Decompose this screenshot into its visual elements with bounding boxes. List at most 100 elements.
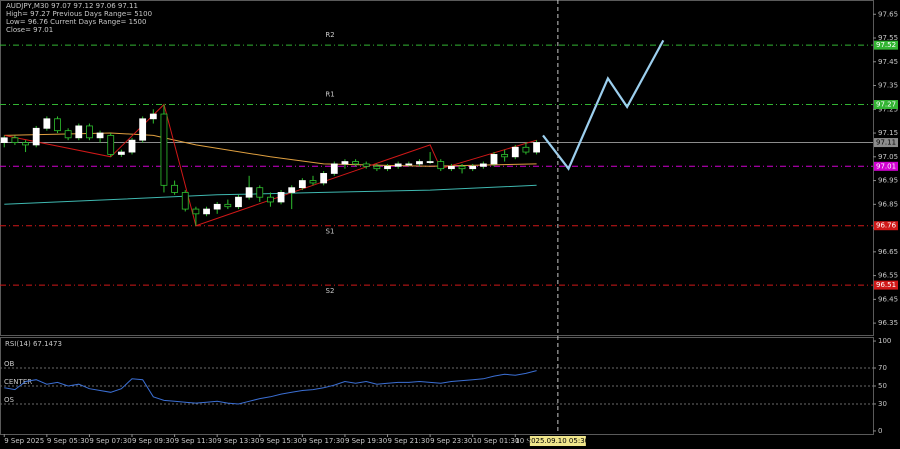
level-label: R1	[325, 91, 334, 99]
x-tick-label: 9 Sep 05:30	[47, 437, 89, 445]
candle-body	[352, 161, 359, 165]
x-tick-label: 9 Sep 19:30	[345, 437, 387, 445]
level-tag-label: 96.76	[876, 222, 897, 230]
candle-body	[54, 118, 61, 132]
candle-body	[277, 192, 285, 203]
candle-body	[235, 196, 242, 208]
candle-body	[309, 180, 317, 184]
candle-body	[405, 163, 413, 166]
level-tag-label: 97.01	[876, 162, 896, 170]
candle-body	[384, 165, 391, 170]
candle-body	[320, 173, 328, 184]
forecast-line	[542, 39, 665, 171]
candle-body	[448, 165, 455, 170]
candle-body	[96, 132, 104, 139]
candle-body	[298, 180, 306, 189]
x-tick-label: 9 Sep 09:30	[132, 437, 174, 445]
level-tag	[874, 221, 898, 231]
level-tag	[874, 138, 898, 148]
candle-body	[490, 154, 498, 165]
y-tick-label: 97.35	[878, 82, 898, 90]
candle-body	[107, 135, 115, 155]
header-line: High= 97.27 Previous Days Range= 5100	[6, 10, 152, 18]
y-tick-label: 97.55	[878, 34, 898, 42]
level-tag-label: 96.51	[876, 281, 896, 289]
y-tick-label: 30	[878, 400, 887, 408]
level-tag-label: 97.52	[876, 41, 896, 49]
candle-body	[181, 192, 189, 210]
candle-body	[22, 142, 29, 146]
candle-body	[117, 151, 125, 155]
rsi-line	[4, 370, 537, 405]
y-tick-label: 97.45	[878, 58, 898, 66]
y-tick-label: 96.95	[878, 177, 898, 185]
x-tick-label: 9 Sep 23:30	[430, 437, 472, 445]
candle-body	[267, 196, 274, 203]
candle-body	[245, 187, 253, 198]
x-tick-label: 10 Se	[515, 437, 535, 445]
candle-body	[330, 163, 338, 174]
x-tick-label: 9 Sep 13:30	[217, 437, 259, 445]
y-tick-label: 0	[878, 427, 882, 435]
candle-body	[43, 118, 51, 129]
y-tick-label: 70	[878, 364, 887, 372]
y-tick-label: 96.35	[878, 319, 898, 327]
candle-body	[341, 161, 349, 165]
candle-body	[32, 127, 40, 146]
level-label: S2	[326, 287, 335, 295]
indicator-line	[4, 103, 537, 227]
y-tick-label: 96.65	[878, 248, 898, 256]
crosshair-label: 2025.09.10 05:30	[527, 437, 589, 445]
candle-body	[469, 165, 477, 170]
candle-body	[203, 208, 210, 215]
candle-body	[75, 125, 83, 139]
x-tick-label: 9 Sep 11:30	[175, 437, 217, 445]
candle-body	[522, 146, 530, 153]
rsi-title: RSI(14) 67.1473	[5, 340, 62, 348]
candle-body	[11, 137, 19, 143]
crosshair-tag	[529, 436, 586, 446]
level-label: R2	[325, 31, 334, 39]
x-tick-label: 10 Sep 01:30	[473, 437, 520, 445]
y-tick-label: 96.85	[878, 200, 898, 208]
indicator-line	[4, 132, 537, 167]
x-tick-label: 9 Sep 2025	[4, 437, 44, 445]
level-label: CENTER	[4, 378, 32, 386]
candle-body	[139, 118, 147, 141]
level-label: OS	[4, 396, 15, 404]
y-tick-label: 96.55	[878, 272, 898, 280]
candle-body	[171, 184, 179, 193]
candle-body	[533, 142, 540, 153]
candle-body	[479, 163, 487, 167]
candle-body	[437, 161, 445, 170]
candle-body	[86, 125, 93, 139]
candle-body	[288, 187, 296, 193]
candle-body	[511, 146, 519, 158]
header-line: AUDJPY,M30 97.07 97.12 97.06 97.11	[6, 2, 138, 10]
y-tick-label: 50	[878, 382, 887, 390]
candle-body	[64, 130, 72, 139]
x-tick-label: 9 Sep 17:30	[302, 437, 344, 445]
level-tag-label: 97.11	[876, 139, 896, 147]
y-tick-label: 96.45	[878, 295, 898, 303]
level-tag	[874, 100, 898, 110]
candle-body	[0, 137, 8, 143]
y-tick-label: 97.25	[878, 105, 898, 113]
candle-body	[160, 113, 168, 186]
candle-body	[416, 161, 423, 165]
x-tick-label: 9 Sep 07:30	[89, 437, 131, 445]
candle-body	[213, 203, 221, 210]
x-tick-label: 9 Sep 15:30	[260, 437, 302, 445]
candle-body	[458, 165, 466, 170]
y-tick-label: 97.05	[878, 153, 898, 161]
price-panel	[0, 0, 874, 336]
candle-body	[373, 165, 381, 170]
level-tag	[874, 40, 898, 50]
level-tag	[874, 161, 898, 171]
candle-body	[256, 187, 264, 198]
y-tick-label: 97.65	[878, 10, 898, 18]
candle-body	[362, 163, 370, 167]
header-line: Close= 97.01	[6, 26, 53, 34]
candle-body	[501, 154, 509, 158]
